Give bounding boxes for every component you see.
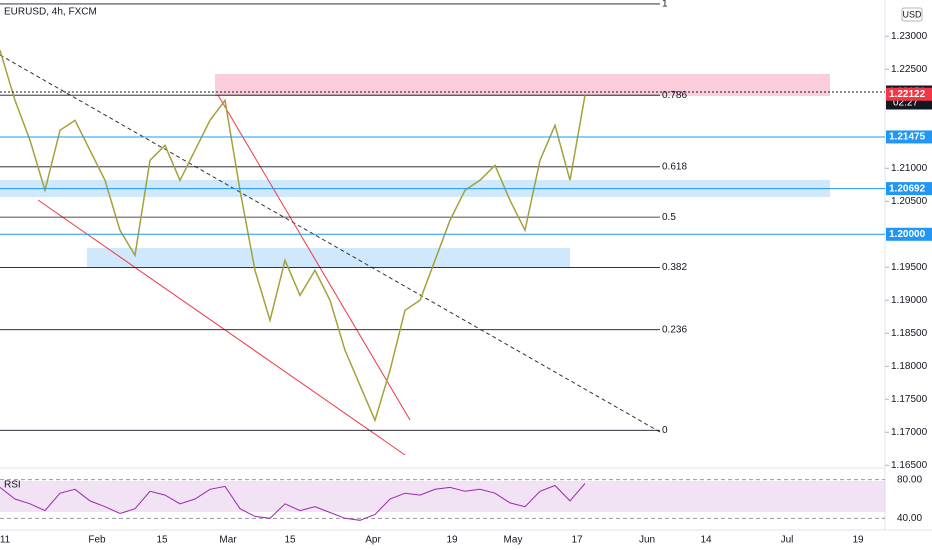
rsi-tick-label: 40.00	[897, 513, 922, 524]
x-tick-label: 14	[700, 535, 712, 546]
fib-level-label: 0.382	[662, 262, 687, 273]
price-badge	[886, 87, 932, 101]
price-badge	[886, 227, 932, 241]
y-tick-label: 1.17000	[891, 427, 928, 438]
rsi-label: RSI	[4, 480, 21, 491]
supply-zone	[215, 74, 830, 96]
y-tick-label: 1.19500	[891, 262, 928, 273]
symbol-title: EURUSD, 4h, FXCM	[4, 7, 97, 18]
demand-zone	[87, 248, 570, 267]
y-tick-label: 1.21000	[891, 163, 928, 174]
x-tick-label: 15	[284, 535, 296, 546]
x-tick-label: 15	[156, 535, 168, 546]
x-tick-label: Jun	[639, 535, 655, 546]
price-badge-label: 1.21475	[889, 132, 926, 143]
x-tick-label: 19	[852, 535, 864, 546]
rsi-band	[0, 481, 885, 512]
fib-level-label: 1	[662, 0, 668, 10]
channel-line	[37, 199, 406, 456]
fib-level-label: 0.618	[662, 161, 687, 172]
y-tick-label: 1.19000	[891, 295, 928, 306]
x-tick-label: Mar	[219, 535, 237, 546]
price-badge-label: 1.22122	[889, 89, 926, 100]
y-tick-label: 1.18500	[891, 328, 928, 339]
price-badge	[886, 182, 932, 196]
y-tick-label: 1.17500	[891, 394, 928, 405]
channel-line	[217, 94, 411, 421]
fib-level-label: 0.236	[662, 324, 687, 335]
price-line	[0, 50, 586, 423]
price-badge	[886, 130, 932, 144]
trend-line	[0, 54, 661, 433]
fib-level-label: 0	[662, 425, 668, 436]
y-tick-label: 1.18000	[891, 361, 928, 372]
x-tick-label: 17	[571, 535, 583, 546]
x-tick-label: Feb	[88, 535, 106, 546]
x-tick-label: May	[504, 535, 523, 546]
countdown: 02:27	[893, 98, 918, 109]
currency-box	[901, 7, 923, 22]
fib-level-label: 0.786	[662, 90, 687, 101]
x-tick-label: 11	[0, 535, 11, 546]
rsi-line	[0, 483, 586, 521]
y-tick-label: 1.20500	[891, 196, 928, 207]
y-tick-label: 1.16500	[891, 460, 928, 471]
price-badge-label: 1.20000	[889, 229, 926, 240]
price-badge-label: 1.20692	[889, 183, 926, 194]
x-tick-label: 19	[446, 535, 458, 546]
currency: USD	[902, 9, 922, 19]
fib-level-label: 0.5	[662, 212, 676, 223]
y-tick-label: 1.22500	[891, 64, 928, 75]
x-tick-label: Jul	[781, 535, 794, 546]
y-tick-label: 1.23000	[891, 31, 928, 42]
x-tick-label: Apr	[365, 535, 381, 546]
rsi-tick-label: 80.00	[897, 474, 922, 485]
